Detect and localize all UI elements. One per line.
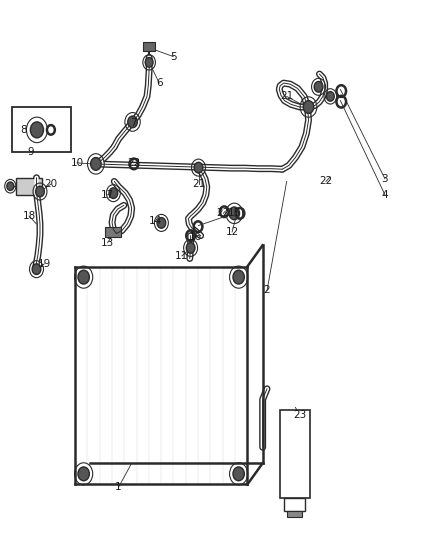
Text: 15: 15 xyxy=(228,208,241,219)
Circle shape xyxy=(314,82,323,92)
Text: 17: 17 xyxy=(101,190,114,200)
Circle shape xyxy=(326,92,334,101)
Text: 21: 21 xyxy=(193,179,206,189)
Bar xyxy=(12,107,71,152)
Bar xyxy=(280,410,310,498)
Circle shape xyxy=(78,467,89,481)
Text: 9: 9 xyxy=(27,147,34,157)
Text: 13: 13 xyxy=(101,238,114,247)
Text: 11: 11 xyxy=(175,251,188,261)
Text: 1: 1 xyxy=(115,482,122,492)
Circle shape xyxy=(303,101,314,114)
Bar xyxy=(105,227,121,237)
Text: 6: 6 xyxy=(156,78,162,88)
Text: 16: 16 xyxy=(188,232,201,243)
Circle shape xyxy=(30,122,43,138)
Circle shape xyxy=(7,182,14,190)
Bar xyxy=(287,511,302,518)
Text: 2: 2 xyxy=(264,286,270,295)
Text: 5: 5 xyxy=(170,52,177,61)
Text: 14: 14 xyxy=(149,216,162,227)
Text: 4: 4 xyxy=(381,190,388,200)
Circle shape xyxy=(78,270,89,284)
Text: 20: 20 xyxy=(44,179,57,189)
Text: 12: 12 xyxy=(226,227,239,237)
Circle shape xyxy=(229,207,240,220)
Circle shape xyxy=(91,158,101,170)
Text: 18: 18 xyxy=(22,211,36,221)
Text: 19: 19 xyxy=(38,259,51,269)
Bar xyxy=(144,42,155,51)
Circle shape xyxy=(186,243,195,253)
Circle shape xyxy=(32,264,41,274)
Text: 22: 22 xyxy=(217,208,230,219)
Circle shape xyxy=(233,467,244,481)
Text: 10: 10 xyxy=(71,158,84,168)
Text: 22: 22 xyxy=(127,158,141,168)
Circle shape xyxy=(157,217,166,228)
Text: 21: 21 xyxy=(280,91,293,101)
Bar xyxy=(16,177,42,195)
Text: 8: 8 xyxy=(21,125,27,135)
Circle shape xyxy=(233,270,244,284)
Circle shape xyxy=(109,188,118,198)
Text: 22: 22 xyxy=(319,176,332,187)
Bar xyxy=(284,498,305,511)
Circle shape xyxy=(194,163,203,173)
Circle shape xyxy=(128,116,138,128)
Circle shape xyxy=(145,58,153,67)
Text: 3: 3 xyxy=(381,174,388,184)
Text: 23: 23 xyxy=(293,410,307,421)
Text: 7: 7 xyxy=(131,118,137,128)
Circle shape xyxy=(35,186,44,197)
